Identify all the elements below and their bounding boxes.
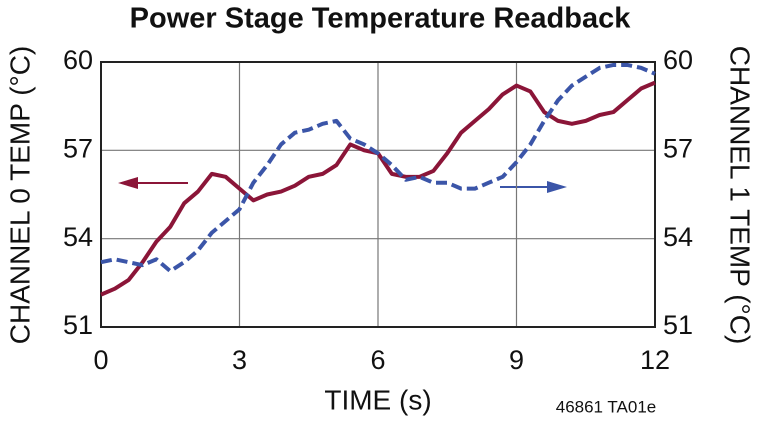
- x-tick-label: 12: [640, 345, 670, 375]
- plot-frame: [100, 61, 656, 328]
- figure-code: 46861 TA01e: [556, 397, 657, 416]
- arrow-head: [118, 177, 138, 189]
- x-tick-label: 9: [509, 345, 524, 375]
- y-axis-label: CHANNEL 0 TEMP (°C): [4, 46, 35, 345]
- chart-title: Power Stage Temperature Readback: [130, 3, 632, 35]
- arrows: [118, 177, 567, 193]
- y-tick-label: 51: [63, 310, 93, 340]
- x-axis-label: TIME (s): [324, 384, 431, 415]
- y-tick-label: 54: [63, 222, 93, 252]
- y2-tick-label: 51: [663, 310, 693, 340]
- data-line: [100, 62, 656, 274]
- y2-tick-label: 57: [663, 133, 693, 163]
- y-tick-label: 57: [63, 133, 93, 163]
- y2-tick-label: 54: [663, 222, 693, 252]
- y2-axis-label: CHANNEL 1 TEMP (°C): [725, 46, 756, 345]
- arrow-head: [547, 181, 567, 193]
- x-tick-label: 0: [93, 345, 108, 375]
- y-tick-label: 60: [63, 45, 93, 75]
- x-tick-label: 6: [370, 345, 385, 375]
- x-tick-label: 3: [232, 345, 247, 375]
- y2-tick-label: 60: [663, 45, 693, 75]
